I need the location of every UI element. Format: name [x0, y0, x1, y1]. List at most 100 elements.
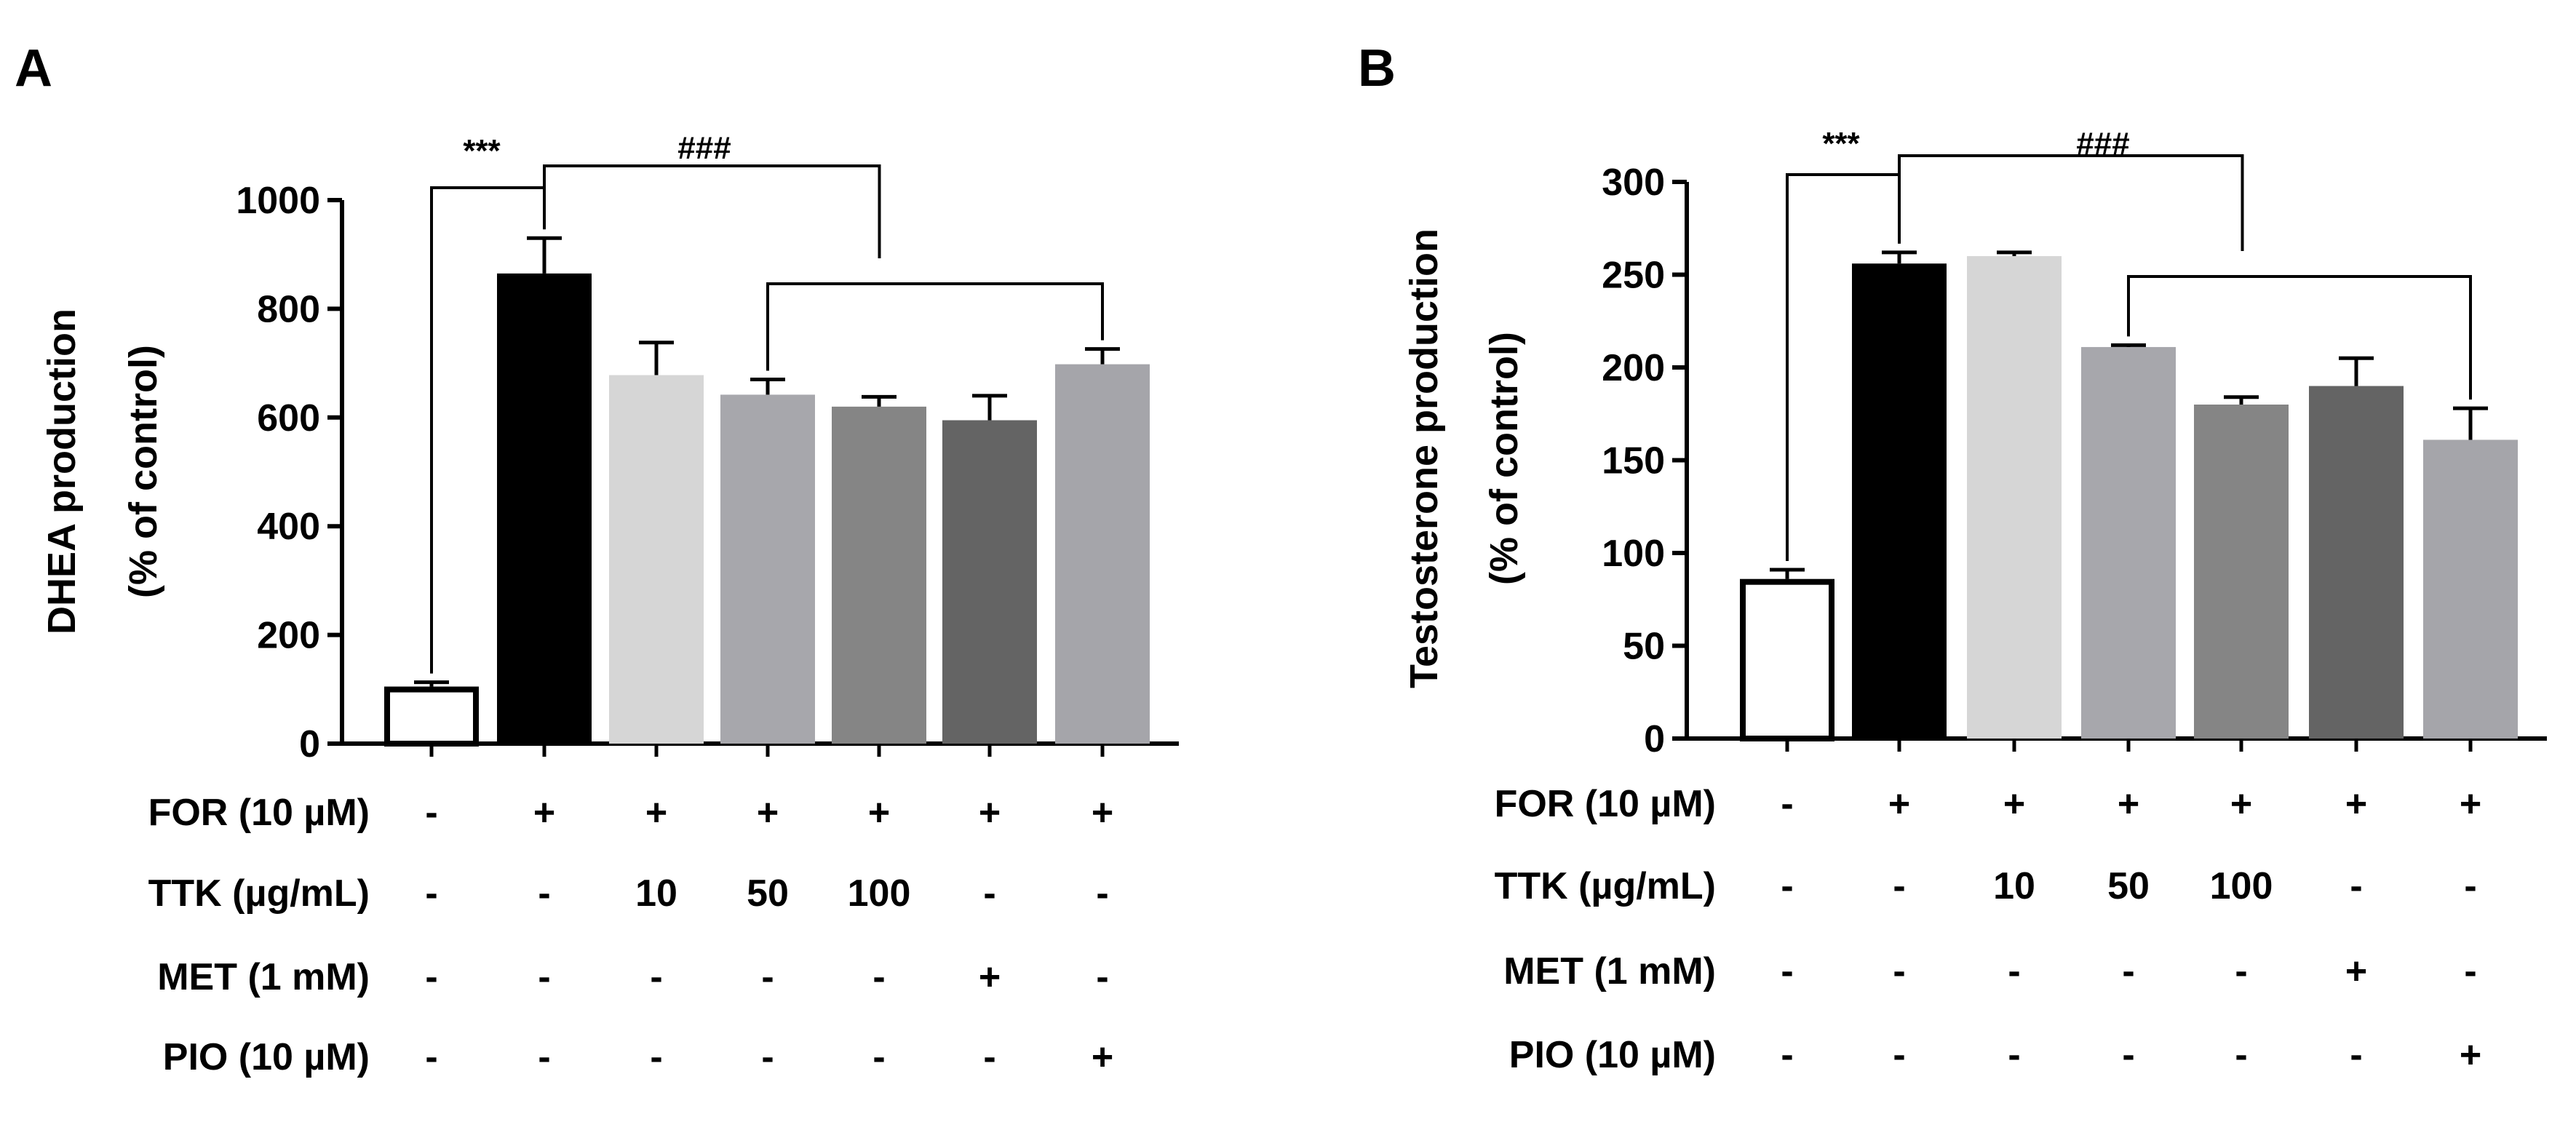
bar [2081, 346, 2176, 739]
y-tick-label: 400 [257, 506, 320, 548]
treatment-value: - [650, 956, 662, 998]
bar [1055, 364, 1150, 744]
bar [1740, 578, 1834, 742]
treatment-value: - [1893, 950, 1905, 992]
y-axis-label: DHEA production [40, 309, 84, 634]
treatment-value: - [425, 872, 437, 915]
treatment-label: FOR (10 µM) [148, 792, 370, 834]
treatment-value: - [983, 872, 995, 915]
treatment-label: PIO (10 µM) [163, 1036, 370, 1078]
treatment-value: - [1781, 950, 1793, 992]
treatment-value: - [2350, 1034, 2362, 1076]
treatment-value: - [872, 956, 885, 998]
bar [720, 394, 815, 744]
treatment-value: - [872, 1036, 885, 1078]
treatment-value: + [1888, 783, 1910, 825]
treatment-value: + [1092, 792, 1113, 834]
treatment-value: - [2464, 950, 2476, 992]
bar [1852, 263, 1947, 739]
treatment-value: - [538, 956, 550, 998]
y-axis-label: Testosterone production [1402, 228, 1446, 688]
treatment-value: - [538, 1036, 550, 1078]
y-tick-label: 50 [1623, 626, 1665, 668]
treatment-value: + [645, 792, 667, 834]
y-tick-label: 250 [1602, 255, 1665, 297]
treatment-value: + [757, 792, 779, 834]
y-tick-label: 200 [257, 615, 320, 657]
treatment-value: - [2122, 1034, 2134, 1076]
treatment-value: - [425, 792, 437, 834]
treatment-value: - [1096, 872, 1108, 915]
treatment-value: - [2008, 1034, 2020, 1076]
treatment-value: - [650, 1036, 662, 1078]
treatment-label: FOR (10 µM) [1495, 783, 1716, 825]
treatment-value: - [761, 1036, 774, 1078]
treatment-value: + [2230, 783, 2252, 825]
significance-label: *** [1822, 126, 1860, 162]
treatment-label: TTK (µg/mL) [1495, 865, 1716, 907]
treatment-value: - [538, 872, 550, 915]
y-tick-label: 800 [257, 288, 320, 330]
treatment-value: + [2460, 783, 2481, 825]
treatment-value: - [1893, 1034, 1905, 1076]
treatment-value: 50 [747, 872, 789, 915]
bar [2194, 405, 2289, 739]
significance-bracket [1898, 154, 2244, 251]
panel-b: B Testosterone production (% of control) 0 5… [1358, 39, 2547, 1076]
treatment-label: PIO (10 µM) [1509, 1034, 1716, 1076]
bar [832, 406, 926, 744]
significance-label: ### [677, 130, 731, 166]
significance-bracket [2127, 275, 2472, 400]
treatment-value: + [533, 792, 555, 834]
treatment-value: - [1781, 865, 1793, 907]
bar [2423, 439, 2518, 739]
bar [1967, 256, 2062, 739]
treatment-value: + [2345, 783, 2367, 825]
y-tick-label: 1000 [236, 180, 320, 222]
significance-label: *** [463, 133, 501, 169]
treatment-value: + [2345, 950, 2367, 992]
treatment-value: 100 [848, 872, 911, 915]
treatment-label: MET (1 mM) [1503, 950, 1716, 992]
bar [609, 375, 704, 744]
y-tick-label: 100 [1602, 533, 1665, 575]
treatment-value: - [1781, 1034, 1793, 1076]
treatment-value: + [979, 792, 1001, 834]
treatment-value: - [761, 956, 774, 998]
treatment-label: TTK (µg/mL) [148, 872, 370, 915]
treatment-value: - [1781, 783, 1793, 825]
significance-label: ### [2076, 126, 2129, 162]
treatment-value: - [1893, 865, 1905, 907]
y-axis-label-units: (% of control) [1482, 332, 1526, 585]
y-tick-label: 600 [257, 397, 320, 439]
treatment-value: - [425, 956, 437, 998]
treatment-value: 50 [2107, 865, 2150, 907]
treatment-value: 100 [2210, 865, 2273, 907]
treatment-value: - [2122, 950, 2134, 992]
bar [497, 273, 592, 744]
significance-bracket [543, 164, 881, 258]
y-tick-label: 300 [1602, 162, 1665, 204]
panel-letter: A [15, 39, 52, 98]
treatment-value: - [2350, 865, 2362, 907]
treatment-value: + [979, 956, 1001, 998]
treatment-value: + [2118, 783, 2139, 825]
treatment-value: 10 [635, 872, 677, 915]
treatment-value: + [2003, 783, 2025, 825]
treatment-value: - [983, 1036, 995, 1078]
panel-a: A DHEA production (% of control) 0 200 400 600… [15, 39, 1179, 1078]
treatment-value: + [868, 792, 890, 834]
y-axis-label-units: (% of control) [122, 345, 165, 598]
treatment-label: MET (1 mM) [157, 956, 370, 998]
bar [384, 686, 479, 747]
treatment-value: 10 [1993, 865, 2035, 907]
treatment-value: - [2235, 950, 2247, 992]
treatment-value: - [1096, 956, 1108, 998]
panel-letter: B [1358, 39, 1396, 98]
treatment-value: - [425, 1036, 437, 1078]
y-tick-label: 150 [1602, 440, 1665, 482]
treatment-value: - [2464, 865, 2476, 907]
significance-bracket [766, 282, 1104, 371]
y-tick-label: 200 [1602, 347, 1665, 389]
